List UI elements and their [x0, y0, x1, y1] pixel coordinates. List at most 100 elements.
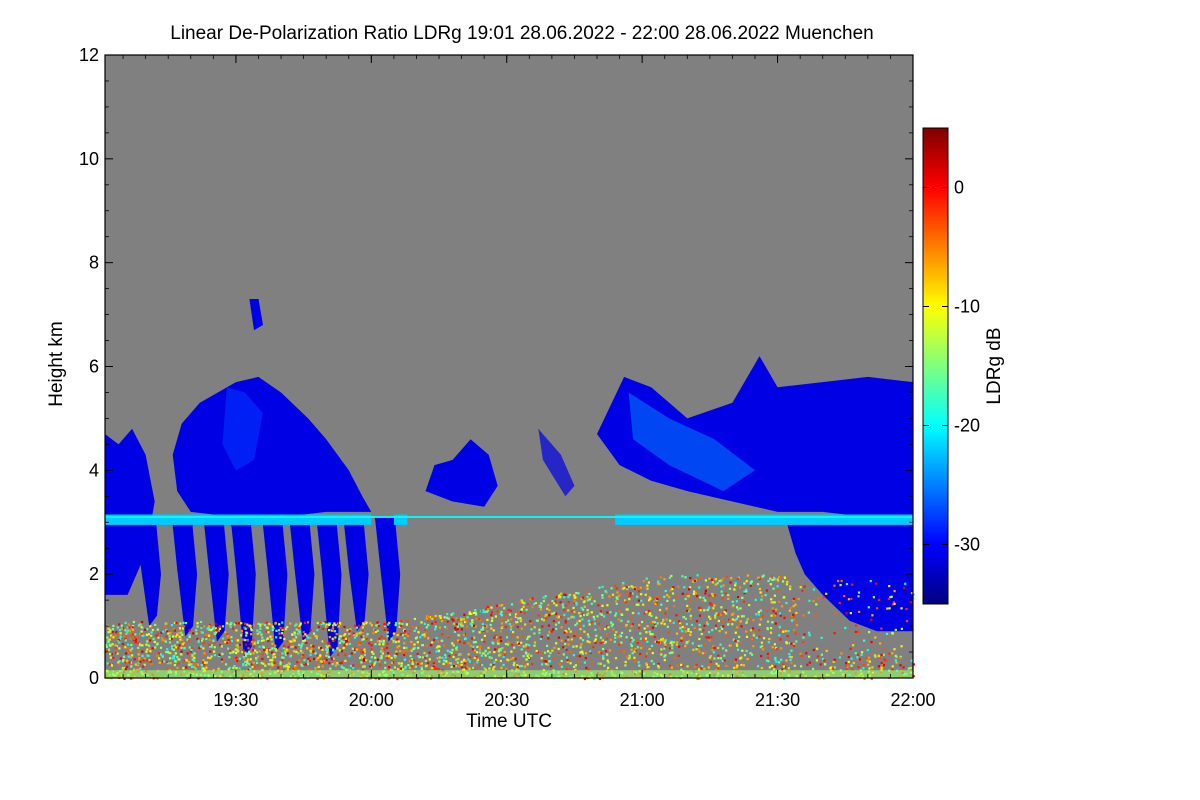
noise-pixel [340, 661, 343, 664]
noise-pixel [704, 651, 707, 654]
noise-pixel [710, 578, 713, 581]
noise-pixel [766, 628, 769, 631]
noise-pixel [702, 643, 706, 646]
noise-pixel [387, 677, 390, 681]
noise-pixel [507, 608, 510, 611]
noise-pixel [499, 648, 502, 651]
noise-pixel [293, 639, 296, 642]
noise-pixel [675, 614, 678, 617]
noise-pixel [377, 623, 380, 626]
noise-pixel [749, 652, 752, 655]
noise-pixel [143, 657, 146, 660]
noise-pixel [370, 644, 373, 647]
noise-pixel [714, 614, 717, 617]
noise-pixel [232, 627, 235, 630]
noise-pixel [855, 624, 858, 627]
noise-pixel [761, 645, 764, 648]
noise-pixel [365, 621, 368, 624]
noise-pixel [697, 644, 700, 648]
noise-pixel [441, 656, 444, 659]
noise-pixel [488, 667, 491, 670]
noise-pixel [360, 651, 363, 654]
noise-pixel [710, 603, 713, 606]
noise-pixel [348, 669, 351, 672]
noise-pixel [881, 664, 884, 667]
noise-pixel [179, 622, 182, 625]
noise-pixel [327, 655, 331, 658]
noise-pixel [551, 649, 554, 652]
noise-pixel [208, 638, 211, 641]
noise-pixel [686, 665, 689, 668]
noise-pixel [639, 586, 642, 589]
noise-pixel [390, 640, 393, 643]
noise-pixel [783, 678, 786, 681]
noise-pixel [124, 637, 127, 640]
noise-pixel [601, 596, 604, 599]
noise-pixel [803, 633, 806, 636]
noise-pixel [616, 597, 619, 601]
noise-pixel [450, 613, 453, 616]
noise-pixel [561, 603, 564, 606]
noise-pixel [530, 628, 533, 631]
noise-pixel [498, 604, 501, 607]
noise-pixel [450, 651, 453, 654]
noise-pixel [799, 652, 802, 655]
noise-pixel [142, 659, 145, 662]
noise-pixel [434, 620, 437, 624]
noise-pixel [632, 586, 635, 589]
noise-pixel [470, 612, 473, 615]
noise-pixel [732, 604, 735, 607]
noise-pixel [370, 624, 373, 627]
noise-pixel [268, 667, 271, 670]
noise-pixel [174, 660, 177, 663]
noise-pixel [782, 630, 785, 633]
noise-pixel [434, 625, 437, 628]
noise-pixel [614, 614, 617, 617]
noise-pixel [224, 663, 228, 666]
noise-pixel [812, 648, 815, 652]
noise-pixel [345, 643, 348, 646]
noise-pixel [745, 580, 748, 583]
noise-pixel [721, 627, 724, 631]
noise-pixel [738, 635, 741, 638]
noise-pixel [550, 630, 553, 633]
noise-pixel [734, 584, 737, 587]
precipitation-column [786, 522, 913, 632]
noise-pixel [235, 622, 238, 625]
noise-pixel [731, 605, 734, 608]
noise-pixel [313, 657, 316, 660]
noise-pixel [703, 624, 706, 627]
noise-pixel [153, 640, 156, 643]
noise-pixel [572, 654, 575, 657]
noise-pixel [795, 640, 798, 643]
noise-pixel [757, 613, 760, 616]
noise-pixel [816, 647, 819, 650]
noise-pixel [544, 651, 547, 654]
noise-pixel [417, 655, 420, 658]
noise-pixel [536, 651, 539, 654]
noise-pixel [283, 637, 286, 641]
noise-pixel [400, 633, 403, 636]
noise-pixel [567, 609, 570, 612]
noise-pixel [188, 661, 191, 664]
noise-pixel [236, 639, 240, 642]
x-tick-label: 22:00 [890, 690, 935, 710]
noise-pixel [210, 644, 213, 647]
noise-pixel [362, 635, 365, 638]
noise-pixel [435, 646, 439, 649]
noise-pixel [404, 641, 407, 644]
noise-pixel [645, 577, 648, 580]
noise-pixel [571, 593, 574, 597]
noise-pixel [328, 644, 331, 647]
noise-pixel [621, 583, 624, 586]
noise-pixel [400, 662, 403, 665]
noise-pixel [542, 619, 545, 622]
x-tick-label: 20:00 [349, 690, 394, 710]
noise-pixel [224, 641, 227, 644]
noise-pixel [258, 645, 261, 648]
noise-pixel [716, 582, 719, 585]
noise-pixel [233, 657, 236, 660]
noise-pixel [648, 613, 651, 616]
noise-pixel [863, 677, 866, 680]
noise-pixel [843, 595, 846, 598]
